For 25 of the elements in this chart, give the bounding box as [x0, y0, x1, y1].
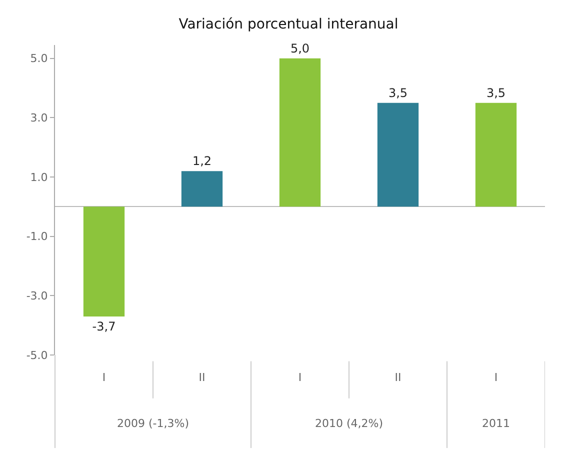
x-tick-label: II	[394, 371, 402, 384]
text: 2009 (-1,3%)	[117, 417, 189, 430]
data-label: 5,0	[290, 41, 310, 56]
text: 2010 (4,2%)	[315, 417, 384, 430]
x-tick-label: I	[494, 371, 498, 384]
x-tick-label: I	[102, 371, 106, 384]
bar	[279, 58, 321, 207]
y-tick-label: -1.0	[26, 230, 48, 244]
data-label: 1,2	[192, 154, 212, 168]
text: 2011	[482, 417, 510, 430]
bar	[83, 206, 125, 316]
data-label: 3,5	[388, 86, 408, 100]
x-tick-label: II	[198, 371, 206, 384]
y-tick-label: 3.0	[30, 112, 48, 125]
x-tick-label: I	[298, 371, 302, 384]
bar	[475, 102, 517, 207]
y-tick-label: -5.0	[26, 348, 48, 362]
data-label: -3,7	[92, 319, 116, 334]
y-tick-label: 1.0	[30, 170, 48, 184]
chart-title: Variación porcentual interanual	[178, 16, 398, 32]
bar	[377, 102, 419, 207]
data-label: 3,5	[486, 86, 506, 100]
y-tick-label: 5.0	[30, 52, 48, 66]
y-tick-label: -3.0	[26, 290, 48, 303]
bar	[181, 171, 223, 207]
